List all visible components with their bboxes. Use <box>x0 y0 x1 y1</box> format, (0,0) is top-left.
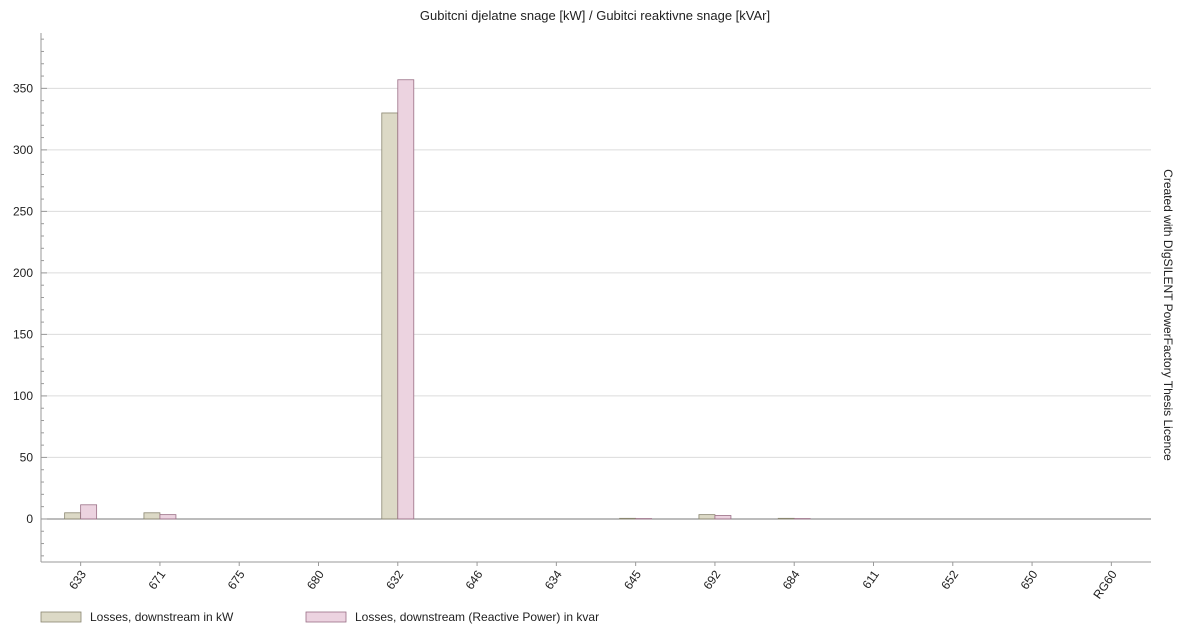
y-tick-label: 100 <box>13 389 33 403</box>
x-tick-label: 680 <box>304 567 327 592</box>
y-tick-label: 300 <box>13 143 33 157</box>
axes <box>40 33 1151 563</box>
legend-label: Losses, downstream (Reactive Power) in k… <box>355 610 599 624</box>
x-tick-label: 675 <box>225 567 248 592</box>
x-axis-ticks: 633 671 675 680 632 646 634 645 692 684 611 652 650 R… <box>66 562 1120 601</box>
bar <box>714 515 732 520</box>
watermark-text: Created with DIgSILENT PowerFactory Thes… <box>1161 169 1175 461</box>
bar <box>80 504 98 520</box>
bar <box>698 514 716 520</box>
bar <box>777 517 795 520</box>
y-tick-label: 200 <box>13 266 33 280</box>
x-tick-label: 652 <box>938 567 961 592</box>
x-tick-label: 634 <box>542 567 565 592</box>
y-tick-label: 250 <box>13 204 33 218</box>
bar <box>397 79 415 520</box>
grid-lines <box>41 87 1151 520</box>
y-tick-label: 350 <box>13 81 33 95</box>
x-tick-label: RG60 <box>1090 567 1120 601</box>
bar <box>64 512 82 520</box>
chart-title: Gubitcni djelatne snage [kW] / Gubitci r… <box>420 8 770 23</box>
bar <box>143 512 161 520</box>
legend-swatch <box>40 611 82 623</box>
x-tick-label: 684 <box>780 567 803 592</box>
x-tick-label: 633 <box>66 567 89 592</box>
legend-swatch <box>305 611 347 623</box>
y-tick-label: 0 <box>26 512 33 526</box>
legend-label: Losses, downstream in kW <box>90 610 234 624</box>
legend: Losses, downstream in kW Losses, downstre… <box>40 610 599 624</box>
x-tick-label: 646 <box>463 567 486 592</box>
y-tick-label: 150 <box>13 327 33 341</box>
x-tick-label: 692 <box>700 567 723 592</box>
bar <box>619 517 637 520</box>
x-tick-label: 632 <box>383 567 406 592</box>
bar <box>381 112 399 520</box>
bars <box>64 79 811 520</box>
y-tick-label: 50 <box>20 450 34 464</box>
x-tick-label: 671 <box>145 567 168 592</box>
x-tick-label: 650 <box>1018 567 1041 592</box>
x-tick-label: 645 <box>621 567 644 592</box>
x-tick-label: 611 <box>860 567 883 591</box>
bar <box>159 514 177 520</box>
y-axis-ticks: 0 50 100 150 200 250 300 350 <box>13 81 33 526</box>
